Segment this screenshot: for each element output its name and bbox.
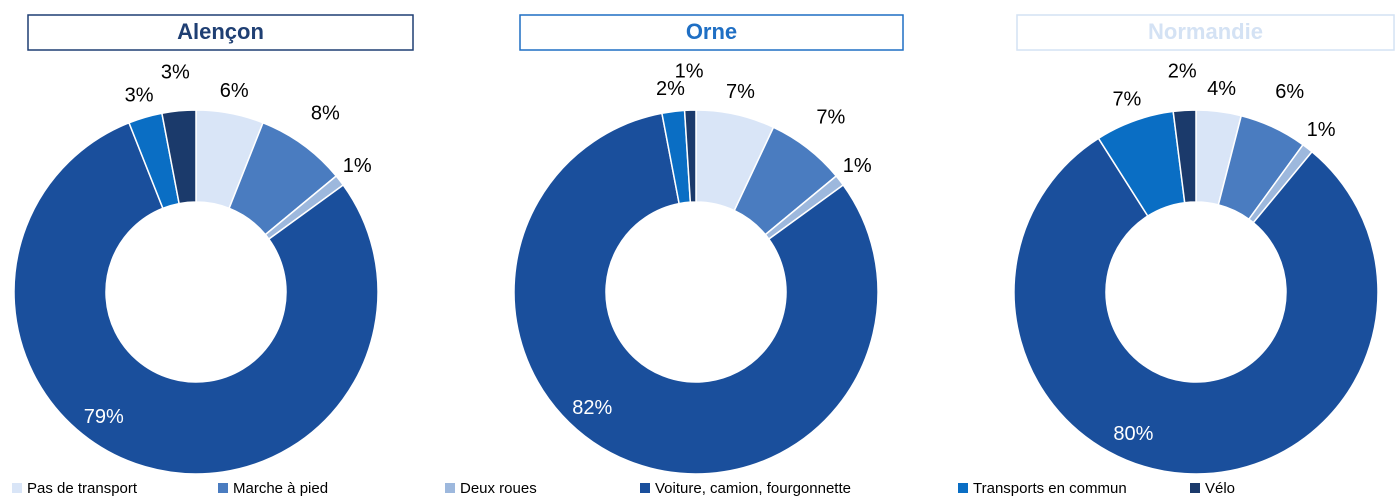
legend-label: Deux roues bbox=[460, 480, 537, 497]
legend-label: Pas de transport bbox=[27, 480, 138, 497]
data-label: 4% bbox=[1207, 78, 1236, 100]
legend-swatch bbox=[958, 483, 968, 493]
chart-title: Normandie bbox=[1148, 19, 1263, 44]
data-label: 1% bbox=[843, 155, 872, 177]
legend-swatch bbox=[218, 483, 228, 493]
title-box bbox=[27, 14, 414, 51]
donut-slice bbox=[13, 121, 379, 475]
data-label: 3% bbox=[161, 61, 190, 83]
data-label: 2% bbox=[656, 78, 685, 100]
data-label: 3% bbox=[125, 84, 154, 106]
donut-slice bbox=[161, 109, 197, 205]
data-label: 82% bbox=[572, 397, 612, 419]
legend-swatch bbox=[640, 483, 650, 493]
data-label: 6% bbox=[220, 80, 249, 102]
title-box bbox=[519, 14, 904, 51]
data-label: 7% bbox=[726, 81, 755, 103]
legend-label: Vélo bbox=[1205, 480, 1235, 497]
chart-title: Alençon bbox=[177, 19, 264, 44]
legend-label: Marche à pied bbox=[233, 480, 328, 497]
data-label: 7% bbox=[816, 106, 845, 128]
data-label: 6% bbox=[1275, 81, 1304, 103]
data-label: 7% bbox=[1112, 88, 1141, 110]
data-label: 80% bbox=[1113, 423, 1153, 445]
data-label: 2% bbox=[1168, 61, 1197, 83]
donut-slice bbox=[1013, 137, 1379, 475]
donut-slice bbox=[513, 112, 879, 475]
donut-slice bbox=[683, 109, 697, 203]
donut-slice bbox=[1172, 109, 1197, 204]
data-label: 79% bbox=[84, 406, 124, 428]
legend-label: Voiture, camion, fourgonnette bbox=[655, 480, 851, 497]
data-label: 1% bbox=[343, 155, 372, 177]
legend-swatch bbox=[1190, 483, 1200, 493]
data-label: 1% bbox=[675, 60, 704, 82]
legend-label: Transports en commun bbox=[973, 480, 1127, 497]
legend-swatch bbox=[12, 483, 22, 493]
legend-swatch bbox=[445, 483, 455, 493]
data-label: 8% bbox=[311, 102, 340, 124]
title-box bbox=[1016, 14, 1395, 51]
chart-title: Orne bbox=[686, 19, 737, 44]
data-label: 1% bbox=[1307, 119, 1336, 141]
